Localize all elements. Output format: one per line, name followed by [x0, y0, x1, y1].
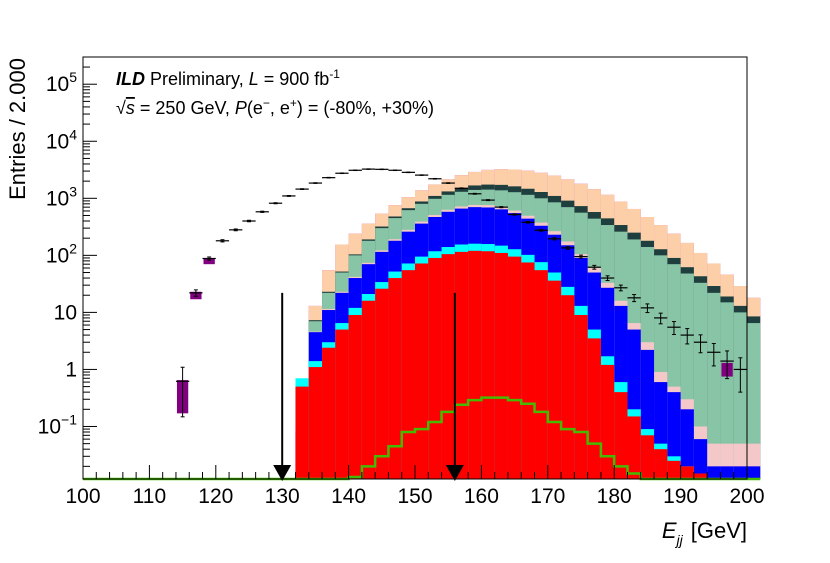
bar-green-47	[707, 292, 721, 479]
bar-red-18	[322, 347, 336, 479]
bar-red-21	[361, 300, 376, 479]
pol-sep: , e	[270, 98, 290, 118]
stacked-bars	[295, 169, 761, 480]
sqrt-symbol: √	[116, 98, 126, 118]
bar-red-44	[667, 460, 681, 479]
bar-red-46	[693, 473, 708, 479]
bar-blue-50	[747, 466, 761, 479]
x-tick-label-120: 120	[198, 485, 233, 508]
x-tick-label-100: 100	[65, 485, 100, 508]
lumi-value: = 900 fb	[264, 69, 330, 89]
chart-title-line2: √s = 250 GeV, P(e−, e+) = (-80%, +30%)	[116, 96, 434, 118]
bar-blue-45	[680, 409, 694, 479]
lumi-exponent: -1	[329, 67, 340, 81]
x-tick-label-130: 130	[265, 485, 300, 508]
bar-red-34	[534, 270, 548, 479]
lumi-symbol: L	[249, 69, 259, 89]
bar-red-32	[507, 256, 522, 479]
bar-red-27	[441, 254, 455, 479]
x-tick-label-150: 150	[397, 485, 432, 508]
energy-value: = 250 GeV,	[140, 98, 230, 118]
positron-sign: +	[290, 96, 297, 110]
bar-red-37	[574, 314, 588, 479]
bar-red-40	[614, 392, 628, 479]
x-axis-symbol: E	[662, 518, 677, 543]
y-tick-label-4: 103	[46, 183, 77, 210]
y-tick-label-6: 105	[46, 69, 77, 96]
x-axis-unit: [GeV]	[691, 518, 747, 543]
preliminary-label: Preliminary,	[150, 69, 244, 89]
bar-red-24	[401, 270, 415, 479]
bar-red-26	[428, 257, 442, 479]
x-axis-subscript: jj	[675, 532, 684, 548]
y-tick-label-3: 102	[46, 240, 77, 267]
bar-red-22	[375, 288, 389, 479]
bar-red-23	[388, 278, 402, 479]
x-tick-label-160: 160	[464, 485, 499, 508]
bar-blue-46	[693, 439, 708, 479]
purple-marker-2	[203, 257, 215, 265]
x-tick-label-110: 110	[133, 485, 166, 508]
bar-red-28	[454, 251, 469, 479]
bar-red-29	[468, 250, 482, 479]
bar-red-19	[335, 329, 349, 479]
bar-green-50	[747, 323, 761, 479]
pol-args-open: (e	[247, 98, 263, 118]
x-tick-label-200: 200	[729, 485, 764, 508]
bar-blue-49	[733, 466, 747, 479]
sqrt-s: s	[126, 98, 135, 118]
x-tick-label-180: 180	[597, 485, 632, 508]
x-tick-label-140: 140	[331, 485, 366, 508]
electron-sign: −	[263, 96, 270, 110]
y-tick-label-1: 1	[65, 358, 77, 381]
y-tick-label-0: 10−1	[38, 411, 78, 438]
y-axis-title: Entries / 2.000	[5, 58, 30, 200]
bar-red-41	[627, 416, 641, 479]
chart-title-line1: ILD Preliminary, L = 900 fb-1	[116, 67, 340, 89]
bar-red-20	[348, 314, 362, 479]
y-tick-label-2: 10	[54, 301, 77, 324]
bar-red-33	[521, 262, 535, 479]
bar-red-31	[494, 252, 508, 479]
bar-red-39	[600, 364, 615, 479]
bar-red-17	[308, 367, 323, 479]
bar-red-25	[415, 263, 429, 479]
bar-green-49	[733, 312, 747, 479]
y-tick-label-5: 104	[46, 126, 77, 153]
bar-red-45	[680, 466, 694, 479]
x-tick-label-170: 170	[530, 485, 565, 508]
x-tick-label-190: 190	[663, 485, 698, 508]
bar-green-48	[720, 302, 734, 479]
bar-red-35	[547, 280, 562, 479]
bar-red-16	[295, 386, 309, 479]
bar-red-36	[561, 295, 575, 479]
pol-symbol: P	[235, 98, 247, 118]
bar-blue-48	[720, 466, 734, 479]
data-points	[175, 168, 747, 418]
bar-red-43	[654, 449, 668, 479]
bar-blue-47	[707, 466, 721, 479]
bar-red-30	[481, 251, 495, 479]
bar-red-42	[640, 435, 655, 479]
x-axis-title: Ejj [GeV]	[662, 518, 747, 548]
experiment-name: ILD	[116, 69, 145, 89]
axis-ticks: 100 110 120 130 140 150 160 170 180 190 20010−1110…	[38, 56, 765, 508]
pol-value: ) = (-80%, +30%)	[297, 98, 434, 118]
bar-red-38	[587, 338, 601, 479]
